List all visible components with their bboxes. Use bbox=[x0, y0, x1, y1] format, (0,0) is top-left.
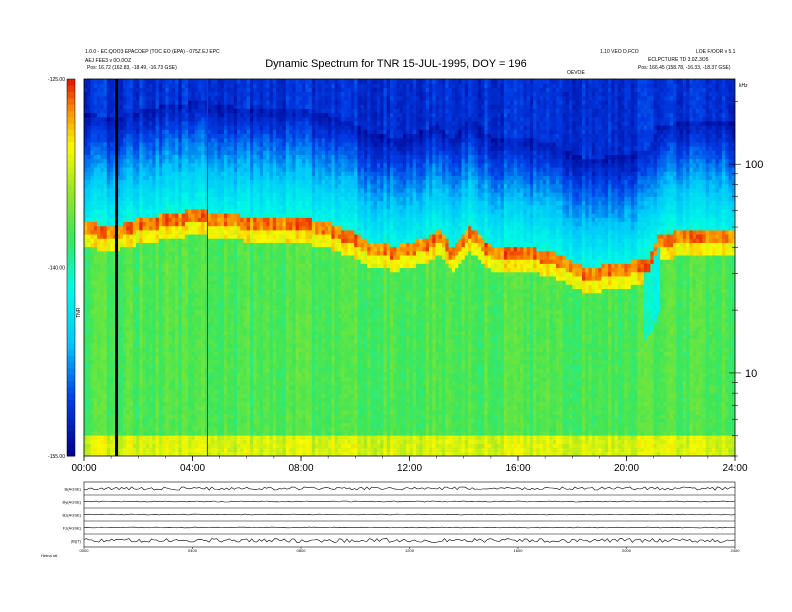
footer-x-tick-label: 0800 bbox=[297, 548, 307, 553]
footer-series-line bbox=[83, 538, 736, 543]
header-left-line3: Pos: 16.72 (162.83, -18.49, -16.73 GSE) bbox=[87, 65, 177, 71]
footer-series-line bbox=[83, 513, 736, 516]
colorbar-tick-label: -125.00 bbox=[48, 77, 65, 83]
colorbar-frame bbox=[66, 78, 76, 457]
x-tick-label: 00:00 bbox=[71, 463, 96, 474]
footer-x-tick-label: 2400 bbox=[731, 548, 741, 553]
footer-row-label: |B|(T) bbox=[71, 539, 82, 544]
y-unit-label: kHz bbox=[739, 83, 748, 89]
header-right-line3: Pos: 166.45 (158.78, -16.33, -18.37 GSE) bbox=[638, 65, 731, 71]
x-tick-label: 04:00 bbox=[180, 463, 205, 474]
footer-x-tick-label: 1200 bbox=[405, 548, 415, 553]
footer-row-label: By(AGSE) bbox=[63, 500, 82, 505]
header-right-line2: ECLPCTURE TD 3.0Z.3O5 bbox=[648, 57, 709, 63]
footer-series-line bbox=[83, 526, 736, 529]
footer-x-tick-label: 0400 bbox=[188, 548, 198, 553]
footer-left-label: Hetna ott bbox=[41, 553, 58, 558]
header-far-right: LOE F/OOR v 5.1 bbox=[696, 49, 736, 55]
header-left-line2: AEJ FEE3 v 0O.0OZ bbox=[85, 58, 132, 64]
page-title: Dynamic Spectrum for TNR 15-JUL-1995, DO… bbox=[265, 58, 527, 70]
y-tick-label: 10 bbox=[745, 368, 757, 380]
colorbar bbox=[67, 79, 75, 457]
header-top-marker: OEVOE bbox=[567, 70, 585, 76]
footer-x-tick-label: 2000 bbox=[622, 548, 632, 553]
spectrum-image bbox=[84, 79, 735, 456]
x-tick-label: 24:00 bbox=[722, 463, 747, 474]
footer-row-label: Bz(AGSE) bbox=[63, 513, 82, 518]
header-left-line1: 1.0.0 - EC:QOO3 EPACOEP (TOC EO (EPA) - … bbox=[85, 49, 220, 55]
x-tick-label: 12:00 bbox=[397, 463, 422, 474]
y-tick-label: 100 bbox=[745, 159, 763, 171]
x-tick-label: 16:00 bbox=[505, 463, 530, 474]
x-tick-label: 08:00 bbox=[288, 463, 313, 474]
footer-row-label: B(AGSE) bbox=[65, 487, 82, 492]
footer-series-line bbox=[83, 500, 736, 503]
footer-x-tick-label: 0000 bbox=[80, 548, 90, 553]
footer-x-tick-label: 1600 bbox=[514, 548, 524, 553]
colorbar-tick-label: -140.00 bbox=[48, 266, 65, 272]
footer-row-label: Fz(AGSE) bbox=[63, 526, 82, 531]
colorbar-tick-label: -155.00 bbox=[48, 454, 65, 460]
header-right-line1: 1.10 VEO D.FCO bbox=[600, 49, 639, 55]
x-tick-label: 20:00 bbox=[614, 463, 639, 474]
footer-series-line bbox=[83, 486, 736, 491]
colorbar-label: TNR bbox=[76, 307, 82, 318]
